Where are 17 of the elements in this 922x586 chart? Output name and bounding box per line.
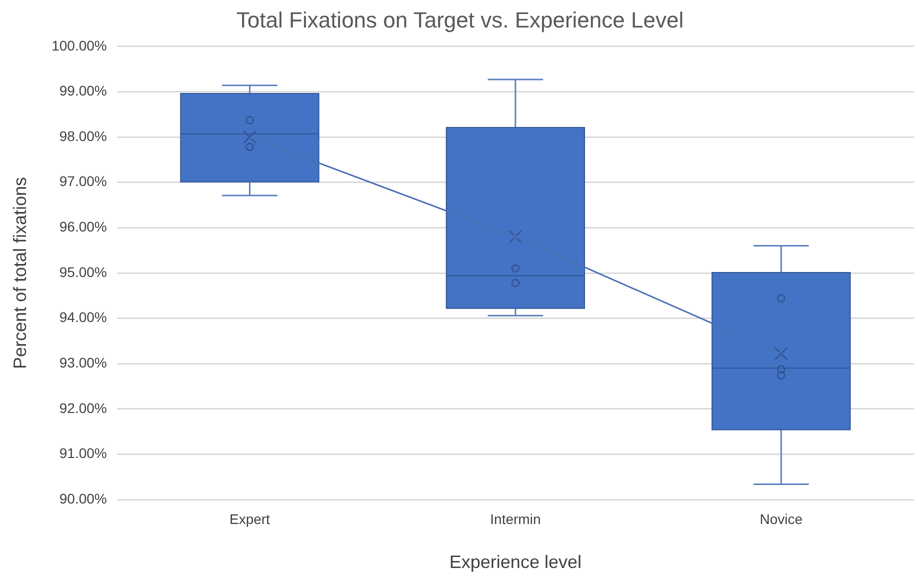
- y-tick-label: 94.00%: [59, 309, 107, 326]
- x-tick-label: Intermin: [490, 510, 541, 527]
- y-tick-label: 100.00%: [52, 37, 107, 54]
- x-tick-label: Expert: [229, 510, 270, 527]
- y-tick-label: 90.00%: [59, 490, 107, 506]
- y-tick-label: 93.00%: [59, 354, 107, 370]
- y-tick-label: 97.00%: [59, 173, 107, 190]
- y-tick-label: 99.00%: [59, 82, 107, 99]
- y-tick-label: 92.00%: [59, 400, 107, 416]
- y-tick-label: 91.00%: [59, 445, 107, 462]
- y-tick-label: 95.00%: [59, 264, 107, 280]
- chart-title: Total Fixations on Target vs. Experience Level: [236, 7, 684, 32]
- y-axis-title: Percent of total fixations: [10, 176, 30, 370]
- y-tick-label: 98.00%: [59, 128, 107, 144]
- y-tick-label: 96.00%: [59, 218, 107, 235]
- x-tick-label: Novice: [760, 510, 803, 527]
- x-axis-title: Experience level: [449, 552, 582, 572]
